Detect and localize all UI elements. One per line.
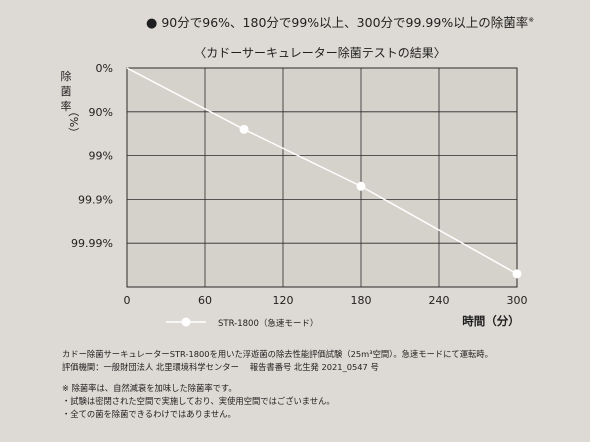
plot-area <box>127 68 517 287</box>
y-axis-label: 除 <box>61 69 72 83</box>
x-tick-label: 300 <box>507 294 528 307</box>
footer: カドー除菌サーキュレーターSTR-1800を用いた浮遊菌の除去性能評価試験（25… <box>62 348 493 421</box>
x-tick-label: 0 <box>124 294 131 307</box>
data-point <box>239 124 249 134</box>
y-tick-label: 99.99% <box>71 237 113 250</box>
x-axis-label: 時間（分） <box>462 314 520 328</box>
footer-note: ・試験は密閉された空間で実施しており、実使用空間ではございません。 <box>62 396 335 406</box>
footer-notes: ※ 除菌率は、自然減衰を加味した除菌率です。 ・試験は密閉された空間で実施してお… <box>62 382 493 421</box>
bullet-icon: ● <box>146 16 158 31</box>
x-tick-label: 120 <box>273 294 294 307</box>
footer-line-2: 評価機関：一般財団法人 北里環境科学センター 報告書番号 北生発 2021_05… <box>62 362 379 372</box>
y-tick-label: 99% <box>89 150 113 163</box>
headline: ● 90分で96%、180分で99%以上、300分で99.99%以上の除菌率※ <box>146 12 534 31</box>
x-tick-label: 180 <box>351 294 372 307</box>
footer-note: ※ 除菌率は、自然減衰を加味した除菌率です。 <box>62 383 237 393</box>
footer-note: ・全ての菌を除菌できるわけではありません。 <box>62 409 236 419</box>
headline-note-mark: ※ <box>528 15 535 24</box>
legend-label: STR-1800（急速モード） <box>218 318 318 329</box>
y-tick-label: 0% <box>96 62 113 75</box>
chart-title: 〈カドーサーキュレーター除菌テストの結果〉 <box>194 45 446 60</box>
y-axis-label: （%） <box>67 106 80 138</box>
x-tick-label: 60 <box>198 294 212 307</box>
series-line <box>126 67 518 275</box>
data-point <box>356 181 366 191</box>
x-tick-label: 240 <box>429 294 450 307</box>
legend-marker <box>181 317 191 327</box>
y-axis-label: 率 <box>61 99 72 113</box>
footer-line-1: カドー除菌サーキュレーターSTR-1800を用いた浮遊菌の除去性能評価試験（25… <box>62 349 493 359</box>
y-tick-label: 90% <box>89 106 113 119</box>
plot-frame <box>126 67 518 288</box>
data-point <box>512 269 522 279</box>
y-axis-label: 菌 <box>61 85 72 98</box>
headline-text: 90分で96%、180分で99%以上、300分で99.99%以上の除菌率 <box>161 15 529 30</box>
y-tick-label: 99.9% <box>78 193 113 206</box>
